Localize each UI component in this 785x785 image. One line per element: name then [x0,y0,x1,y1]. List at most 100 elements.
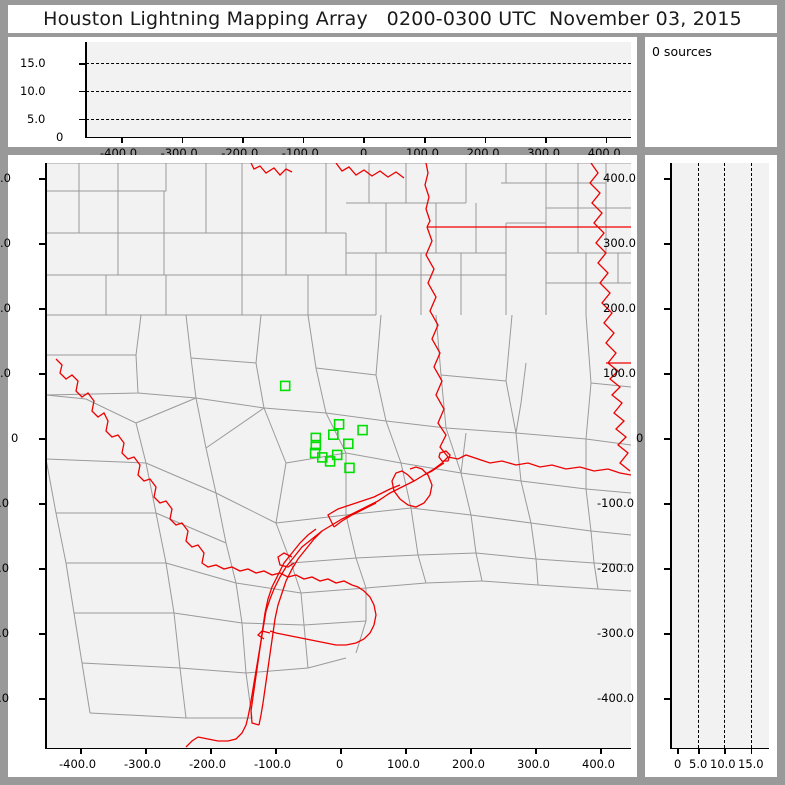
station-marker[interactable] [324,456,336,467]
map-y-ticklabel-200: 200.0 [0,301,11,315]
right-y-ticklabel--300: -300.0 [597,626,635,640]
gridline-y-10 [86,90,631,92]
map-x-ticklabel--300: -300.0 [124,757,162,771]
map-y-ticklabel--300: -300.0 [0,626,10,640]
map-y-ticklabel--200: -200.0 [0,561,10,575]
right-panel-x-axis [670,747,769,749]
gridline-x-5 [698,163,700,748]
right-y-tick-0 [664,438,671,440]
map-x-ticklabel-200: 200.0 [452,757,485,771]
sources-info-panel: 0 sources [645,37,777,147]
map-y-tick-400 [39,178,46,180]
map-y-ticklabel-300: 300.0 [0,236,11,250]
map-y-axis [45,163,47,749]
x-tick--100 [302,137,305,143]
map-y-tick--200 [39,568,46,570]
map-x-tick-300 [535,748,537,754]
map-y-tick-200 [39,308,46,310]
map-y-tick--300 [39,633,46,635]
map-x-tick-100 [405,748,407,754]
map-y-ticklabel-0: 0 [11,431,19,445]
right-x-tick-5 [698,748,700,754]
lma-station-markers [279,380,368,474]
y-tick-10 [79,90,86,93]
right-y-tick--100 [664,503,671,505]
map-y-tick-100 [39,373,46,375]
gridline-x-15 [750,163,752,748]
right-y-tick--200 [664,568,671,570]
map-y-ticklabel-100: 100.0 [0,366,11,380]
altitude-vs-east-plot-area[interactable] [86,42,631,137]
map-x-ticklabel-300: 300.0 [517,757,550,771]
map-x-ticklabel-400: 400.0 [582,757,615,771]
x-tick-100 [424,137,426,143]
map-x-tick--300 [145,748,147,754]
right-y-ticklabel-100: 100.0 [603,366,636,380]
station-marker[interactable] [331,449,343,461]
altitude-vs-east-panel: 15.0 10.0 5.0 0 -400.0 -300.0 -200.0 -10… [8,37,637,160]
right-x-tick-15 [750,748,753,754]
map-x-ticklabel-0: 0 [336,757,344,771]
right-y-tick-100 [664,373,671,375]
map-x-ticklabel--100: -100.0 [254,757,292,771]
right-y-ticklabel-400: 400.0 [603,171,636,185]
right-y-tick--400 [664,698,671,700]
page-title: Houston Lightning Mapping Array 0200-030… [43,8,742,30]
y-ticklabel-10: 10.0 [20,84,46,98]
right-y-tick-200 [664,308,671,310]
altitude-vs-north-panel: 400.0 300.0 200.0 100.0 0 -100.0 -200.0 … [597,155,777,777]
x-tick-400 [605,137,608,143]
gridline-y-15 [86,63,631,65]
right-y-ticklabel-0: 0 [636,431,644,445]
x-tick-200 [484,137,487,143]
map-y-tick--100 [39,503,46,505]
top-panel-y-axis [85,42,87,138]
station-marker[interactable] [310,439,322,451]
map-y-tick-300 [39,243,46,245]
map-x-tick--100 [275,748,277,754]
x-tick--200 [242,137,244,143]
x-tick-0 [363,137,365,143]
map-x-axis [45,747,631,749]
station-marker[interactable] [357,424,368,436]
map-x-tick-0 [340,748,342,754]
map-y-tick--400 [39,698,46,700]
right-x-ticklabel-0: 0 [674,757,682,771]
altitude-vs-north-plot-area[interactable] [671,163,769,748]
map-x-ticklabel--200: -200.0 [189,757,227,771]
station-marker[interactable] [333,418,345,430]
right-x-tick-10 [724,748,726,754]
station-marker[interactable] [279,380,291,392]
station-marker[interactable] [344,462,355,474]
station-marker[interactable] [310,432,322,444]
right-y-tick-300 [664,243,671,245]
station-marker[interactable] [342,438,354,450]
map-x-ticklabel-100: 100.0 [387,757,420,771]
y-ticklabel-5: 5.0 [27,112,46,126]
right-panel-y-axis [670,163,672,749]
y-tick-15 [79,63,86,65]
map-y-tick-0 [39,438,46,440]
map-x-tick--400 [80,748,82,754]
x-ticklabel-0: 0 [360,146,368,160]
right-y-ticklabel--200: -200.0 [597,561,635,575]
gridline-y-5 [86,118,631,120]
map-x-tick--200 [210,748,212,754]
right-y-tick-400 [664,178,671,180]
station-marker[interactable] [327,429,339,441]
map-y-ticklabel--100: -100.0 [0,496,10,510]
map-y-ticklabel-400: 400.0 [0,171,11,185]
map-x-ticklabel--400: -400.0 [59,757,97,771]
right-y-ticklabel--100: -100.0 [597,496,635,510]
map-x-tick-400 [600,748,602,754]
right-x-ticklabel-15: 15.0 [738,757,764,771]
plan-view-map-plot-area[interactable] [46,163,631,748]
gridline-x-10 [724,163,726,748]
map-y-ticklabel--400: -400.0 [0,691,10,705]
right-y-ticklabel--400: -400.0 [597,691,635,705]
county-borders-layer [46,163,631,719]
state-borders-layer [250,163,631,472]
right-x-ticklabel-5: 5.0 [689,757,708,771]
map-overlay-graphics [46,163,631,748]
